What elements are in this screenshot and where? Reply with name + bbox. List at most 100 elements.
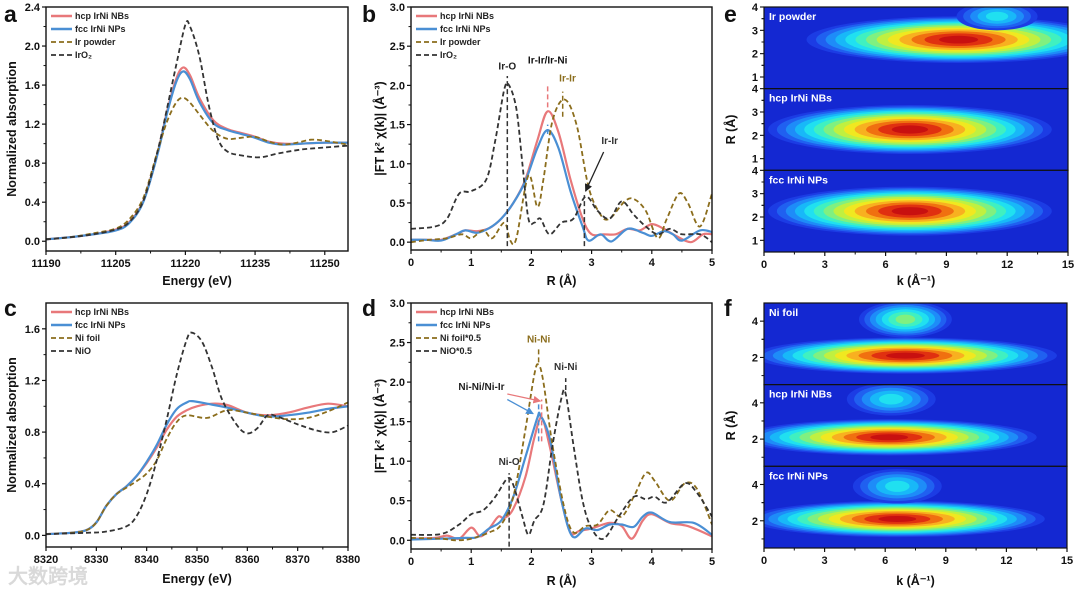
- series-group: [46, 20, 348, 241]
- x-tick-label: 11205: [101, 258, 131, 270]
- y-tick-label: 2.5: [390, 338, 405, 350]
- contour-level: [870, 434, 909, 441]
- x-axis-title: k (Å⁻¹): [896, 573, 935, 588]
- y-tick-label: 0.4: [25, 479, 41, 491]
- legend-label: IrO₂: [440, 50, 457, 60]
- y-tick-label: 4: [752, 316, 759, 328]
- series-group: [46, 331, 348, 536]
- x-tick-label: 6: [882, 555, 888, 567]
- series-group: [411, 81, 712, 246]
- legend-label: Ni foil: [75, 333, 100, 343]
- x-tick-label: 8380: [336, 554, 360, 566]
- annotation-label: Ni-O: [499, 457, 520, 468]
- watermark: 大数跨境: [8, 564, 88, 588]
- y-tick-label: 4: [752, 2, 759, 14]
- annotation-arrow: [507, 393, 542, 404]
- panel-a: a 0.0 0.4 0.8 1.2 1.6 2.0 2.4 11190 11205 11220 112…: [4, 1, 349, 288]
- y-tick-label: 2: [752, 212, 758, 224]
- series-line-3: [46, 96, 348, 241]
- sample-label: hcp IrNi NBs: [769, 389, 832, 401]
- series-line-4: [411, 81, 712, 243]
- x-tick-label: 2: [528, 257, 534, 269]
- wavelet-map: [764, 170, 1068, 252]
- annotation-label: Ir-Ir/Ir-Ni: [528, 55, 568, 66]
- x-tick-label: 0: [408, 556, 414, 568]
- panel-letter: b: [362, 1, 376, 27]
- y-tick-label: 2: [752, 130, 758, 142]
- y-tick-label: 0.5: [390, 198, 405, 210]
- x-tick-label: 4: [649, 556, 656, 568]
- y-axis-title: R (Å): [723, 411, 738, 441]
- y-tick-label: 1.6: [25, 324, 40, 336]
- x-tick-label: 3: [589, 257, 595, 269]
- contour-level: [939, 35, 979, 44]
- y-tick-label: 4: [752, 165, 759, 177]
- wavelet-map: [764, 303, 1067, 385]
- sample-label: Ir powder: [769, 11, 816, 23]
- contour-level: [985, 11, 1009, 21]
- x-tick-label: 8330: [84, 554, 108, 566]
- y-tick-label: 4: [752, 84, 759, 96]
- y-axis-title: Normalized absorption: [5, 61, 19, 196]
- contour-level: [885, 352, 925, 359]
- x-tick-label: 4: [649, 257, 656, 269]
- panel-letter: f: [724, 295, 732, 321]
- x-tick-label: 3: [822, 555, 828, 567]
- y-tick-label: 3: [752, 107, 758, 119]
- x-tick-label: 5: [709, 257, 715, 269]
- panel-letter: a: [4, 1, 17, 27]
- y-tick-label: 0.5: [390, 496, 405, 508]
- y-tick-label: 4: [752, 398, 759, 410]
- y-tick-label: 2: [752, 516, 758, 528]
- sample-label: Ni foil: [769, 307, 798, 319]
- annotation-label: Ni-Ni/Ni-Ir: [458, 382, 504, 393]
- y-tick-label: 2.4: [25, 2, 41, 14]
- legend-label: fcc IrNi NPs: [75, 320, 126, 330]
- legend-label: fcc IrNi NPs: [75, 24, 126, 34]
- legend-label: Ir powder: [440, 37, 481, 47]
- legend-label: hcp IrNi NBs: [440, 307, 494, 317]
- annotation-label: Ir-Ir: [559, 73, 576, 84]
- y-tick-label: 1.6: [25, 80, 40, 92]
- y-tick-label: 1.0: [390, 456, 405, 468]
- legend-label: IrO₂: [75, 50, 92, 60]
- x-tick-label: 6: [883, 259, 889, 271]
- panel-d: d Ni-O Ni-Ni Ni-Ni Ni-Ni/Ni-Ir 0.0 0.5 1.0 1.5 2.…: [362, 295, 715, 588]
- legend: hcp IrNi NBs fcc IrNi NPs Ir powder IrO₂: [51, 11, 129, 60]
- wavelet-map: [764, 466, 1067, 548]
- y-tick-label: 3.0: [390, 298, 405, 310]
- y-tick-label: 2.5: [390, 41, 405, 53]
- y-tick-label: 1.2: [25, 375, 40, 387]
- y-tick-label: 2: [752, 352, 758, 364]
- x-tick-label: 15: [1062, 259, 1074, 271]
- contour-level: [891, 207, 929, 216]
- annotation-label: Ni-Ni: [527, 335, 551, 346]
- series-line-3: [411, 98, 712, 246]
- y-tick-label: 1: [752, 235, 758, 247]
- y-tick-label: 1: [752, 72, 758, 84]
- y-tick-label: 2: [752, 434, 758, 446]
- x-tick-label: 11220: [170, 258, 200, 270]
- x-axis-title: Energy (eV): [162, 274, 231, 288]
- x-tick-label: 9: [943, 259, 949, 271]
- sample-label: fcc IrNi NPs: [769, 470, 828, 482]
- series-line-1: [46, 402, 348, 536]
- y-tick-label: 0.8: [25, 427, 40, 439]
- y-tick-label: 2.0: [25, 41, 40, 53]
- contour-level: [895, 314, 916, 324]
- x-tick-label: 11190: [31, 258, 60, 270]
- series-line-3: [411, 363, 712, 542]
- wavelet-map: [764, 7, 1068, 89]
- x-axis-title: R (Å): [547, 573, 577, 588]
- series-line-4: [46, 331, 348, 535]
- series-line-2: [411, 411, 712, 541]
- series-line-1: [46, 66, 348, 241]
- panel-f: f Ni foil 2 4 hcp IrNi NBs 2 4 fcc IrNi NPs 2 4 0 3…: [723, 295, 1073, 588]
- x-tick-label: 0: [761, 259, 767, 271]
- legend-label: fcc IrNi NPs: [440, 24, 491, 34]
- contour-level: [878, 515, 917, 522]
- x-tick-label: 5: [709, 556, 715, 568]
- legend-label: fcc IrNi NPs: [440, 320, 491, 330]
